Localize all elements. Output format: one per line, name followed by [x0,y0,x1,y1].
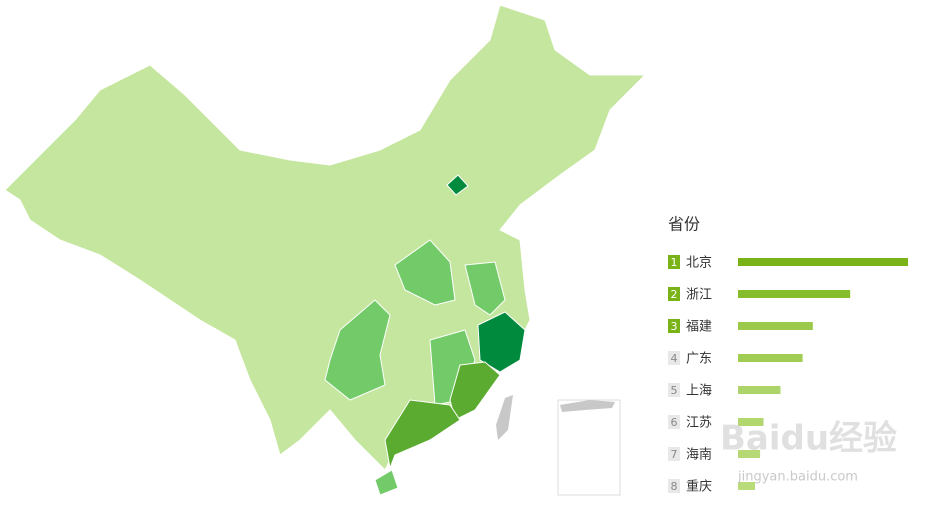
bar [738,386,781,394]
region [477,311,526,373]
region [496,395,513,440]
rank-number: 3 [671,320,678,333]
country-outline [4,4,647,471]
inset-frame [557,399,621,496]
province-name: 海南 [686,447,712,463]
watermark-url: jingyan.baidu.com [737,470,858,485]
rank-badge [668,383,680,397]
region [394,239,456,306]
region [446,174,469,196]
province-name: 浙江 [686,288,712,303]
province-name: 福建 [686,320,712,335]
rank-number: 7 [671,448,678,461]
rank-badge [668,319,680,333]
rank-number: 8 [671,480,678,493]
region [464,261,506,316]
rank-number: 5 [671,384,678,397]
province-name: 上海 [686,384,712,399]
bar [738,258,908,266]
region [384,399,461,470]
rank-badge [668,287,680,301]
watermark-brand: Baidu经验 [720,419,897,459]
bar [738,354,803,362]
rank-badge [668,351,680,365]
region [449,361,501,421]
rank-number: 1 [671,256,678,269]
rank-number: 4 [671,352,678,365]
bar [738,418,764,426]
rank-number: 2 [671,288,678,301]
province-name: 重庆 [686,479,712,495]
rank-number: 6 [671,416,678,429]
region [324,299,391,401]
legend-title: 省份 [668,215,700,234]
region [374,469,399,496]
bar [738,482,755,490]
rank-badge [668,415,680,429]
province-name: 江苏 [686,415,712,431]
bar [738,322,813,330]
rank-badge [668,479,680,493]
rank-badge [668,255,680,269]
ranking-list: 1 北京 2 浙江 3 福建 4 广东 5 上海 6 江苏 7 海南 8 重庆 [668,255,908,495]
bar [738,450,761,458]
map [4,4,647,496]
bar [738,290,851,298]
rank-badge [668,447,680,461]
province-name: 北京 [686,256,712,271]
inset-island [560,400,615,412]
province-name: 广东 [686,352,712,367]
